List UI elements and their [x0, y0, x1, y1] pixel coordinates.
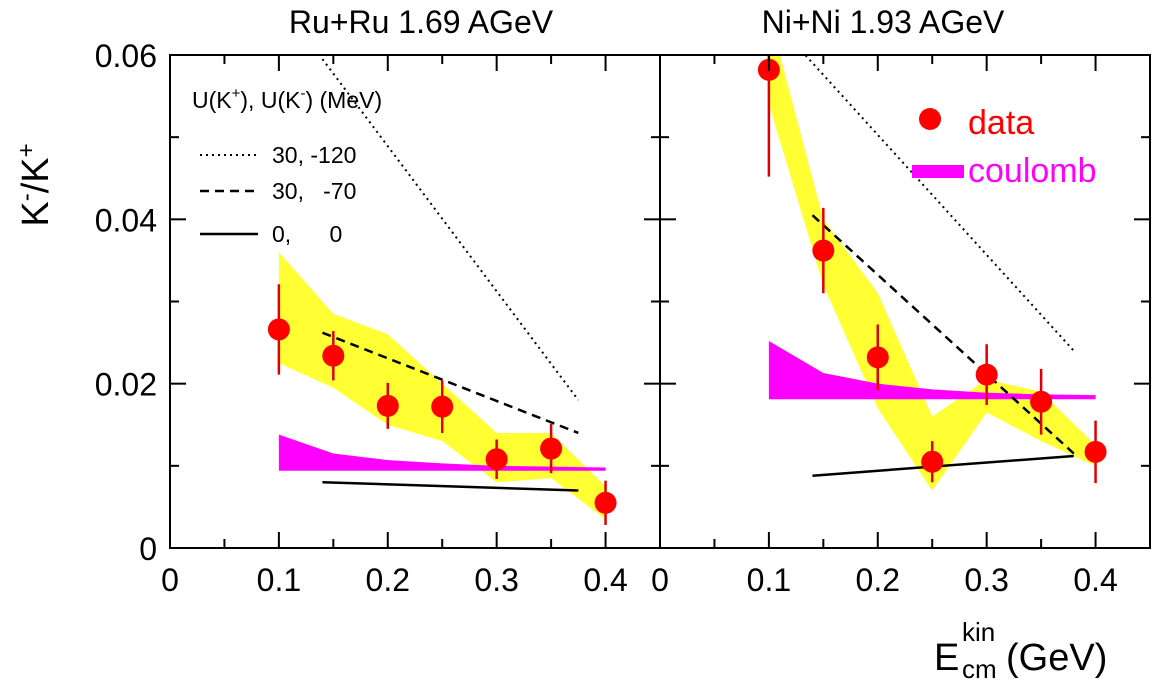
legend-header-mid: ), U(K: [240, 87, 301, 113]
data-point-right: [866, 346, 889, 369]
x-tick-label-right: 0.4: [1073, 562, 1117, 598]
x-label-e: E: [934, 637, 959, 679]
legend-header-end: ) (MeV): [305, 87, 382, 113]
panel-title-right: Ni+Ni 1.93 AGeV: [762, 4, 1005, 40]
x-label-sub: cm: [962, 654, 997, 683]
legend-label-dashed: 30, -70: [272, 178, 356, 204]
x-tick-label-right: 0: [651, 562, 669, 598]
tick-labels: 0 0.1 0.2 0.3 0.4 0 0.02 0.04 0.06 0 0.1 0.2 0.3 0.4: [95, 38, 1118, 598]
y-label-sup1: -: [13, 193, 40, 201]
x-tick-label-left: 0.4: [583, 562, 627, 598]
plot-frame-right: [659, 54, 1151, 549]
data-point-left: [431, 395, 454, 418]
data-point-right: [921, 450, 944, 473]
panel-title-left: Ru+Ru 1.69 AGeV: [289, 4, 554, 40]
x-axis-label: E kin cm (GeV): [934, 617, 1107, 683]
data-point-right: [1030, 390, 1053, 413]
x-label-sup: kin: [962, 617, 995, 647]
legend-data-marker: [919, 108, 941, 130]
y-axis-label: K-/K+: [13, 143, 57, 226]
data-point-left: [594, 491, 617, 514]
coulomb-band-right: [768, 340, 1096, 400]
legend-header-sup2: -: [300, 85, 305, 102]
model-band-right: [768, 55, 1096, 491]
x-tick-label-left: 0: [161, 562, 179, 598]
y-tick-label: 0: [139, 531, 157, 567]
x-tick-label-right: 0.3: [964, 562, 1008, 598]
y-label-k1: K: [15, 201, 57, 226]
data-point-left: [485, 448, 508, 471]
legend-label-dotted: 30, -120: [272, 142, 356, 168]
potential-line-dotted-right: [803, 55, 1075, 352]
data-legend: data coulomb: [912, 104, 1097, 190]
data-point-right: [812, 239, 835, 262]
legend-header-u: U(K: [192, 87, 232, 113]
x-tick-label-right: 0.1: [747, 562, 791, 598]
y-tick-label: 0.04: [95, 202, 157, 238]
y-label-sup2: +: [13, 143, 40, 157]
legend-coulomb-label: coulomb: [968, 152, 1097, 190]
plot-frames: [169, 54, 1151, 549]
potential-line-dashed-left: [321, 331, 579, 435]
y-label-slash: /K: [15, 157, 57, 193]
coulomb-band-left: [278, 434, 606, 471]
y-tick-label: 0.06: [95, 38, 157, 74]
data-point-right: [1084, 440, 1107, 463]
legend-coulomb-swatch: [912, 165, 964, 178]
potential-legend-header: U(K+), U(K-) (MeV): [192, 85, 382, 113]
data-point-left: [267, 318, 290, 341]
x-tick-label-left: 0.2: [366, 562, 410, 598]
y-tick-label: 0.02: [95, 367, 157, 403]
legend-label-solid: 0, 0: [272, 221, 342, 247]
data-point-left: [376, 394, 399, 417]
legend-header-sup1: +: [232, 85, 241, 102]
potential-line-solid-right: [812, 454, 1074, 477]
potential-legend: U(K+), U(K-) (MeV) 30, -120 30, -70 0, 0: [192, 85, 382, 247]
potential-line-dotted-left: [321, 58, 580, 401]
x-tick-label-left: 0.3: [474, 562, 518, 598]
data-point-left: [322, 344, 345, 367]
potential-line-solid-left: [322, 481, 579, 492]
panel-right: [757, 55, 1107, 491]
x-tick-label-left: 0.1: [257, 562, 301, 598]
legend-data-label: data: [968, 104, 1034, 142]
data-point-right: [975, 363, 998, 386]
panel-left: [267, 58, 617, 525]
x-tick-label-right: 0.2: [856, 562, 900, 598]
data-point-left: [540, 437, 563, 460]
x-label-unit: (GeV): [1006, 637, 1107, 679]
